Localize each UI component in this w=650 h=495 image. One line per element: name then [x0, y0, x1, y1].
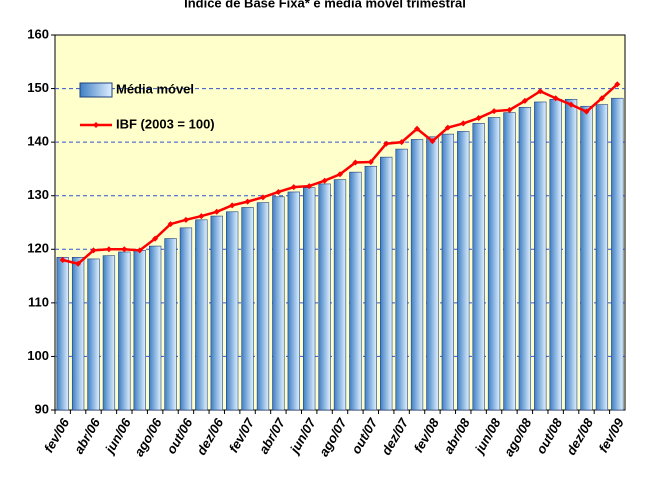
line-marker — [75, 260, 82, 267]
bar — [503, 112, 516, 411]
bar — [364, 165, 377, 411]
bar — [148, 245, 162, 411]
line-marker — [259, 194, 266, 201]
line-marker — [506, 107, 513, 113]
bar — [580, 105, 593, 411]
line-marker — [383, 140, 390, 147]
line-marker — [552, 95, 559, 102]
bar — [611, 97, 624, 411]
line-marker — [306, 183, 313, 190]
legend-marker — [93, 122, 99, 128]
line-marker — [475, 115, 482, 122]
bar — [349, 171, 362, 411]
bar — [179, 227, 193, 411]
line-marker — [229, 202, 236, 209]
line-marker — [290, 184, 297, 191]
line-marker — [90, 247, 97, 254]
line-marker — [198, 213, 205, 220]
bar — [426, 136, 439, 411]
bar — [441, 133, 454, 411]
chart-title: Índice de Base Fixa* e média móvel trime… — [184, 0, 466, 10]
line-marker — [568, 101, 575, 108]
bar — [318, 183, 331, 411]
legend-swatch — [79, 82, 113, 98]
line-marker — [136, 247, 143, 254]
y-tick-label: 130 — [27, 187, 49, 202]
bar — [534, 101, 547, 411]
bar — [549, 98, 562, 411]
line-marker — [152, 235, 159, 242]
line-marker — [429, 138, 436, 145]
line-marker — [614, 81, 621, 88]
y-tick-label: 120 — [27, 241, 49, 256]
line-marker — [367, 158, 374, 165]
line-marker — [337, 171, 343, 178]
bar — [333, 179, 347, 411]
line-marker — [321, 177, 328, 184]
y-tick-label: 100 — [27, 348, 49, 363]
bar — [56, 257, 69, 411]
line-marker — [398, 139, 405, 146]
bar — [256, 202, 270, 411]
line-marker — [537, 88, 544, 95]
bar — [226, 211, 239, 411]
line-marker — [105, 246, 112, 253]
bar — [133, 250, 146, 411]
bar — [71, 257, 85, 411]
line-marker — [167, 221, 174, 228]
line-marker — [583, 108, 590, 115]
bar — [195, 219, 208, 411]
line-marker — [521, 97, 528, 104]
bar — [472, 123, 485, 411]
bar — [595, 104, 609, 411]
bar — [272, 196, 285, 411]
bar — [210, 215, 223, 411]
line-marker — [121, 246, 128, 253]
line-marker — [491, 108, 498, 115]
bar — [87, 258, 100, 411]
line-marker — [460, 120, 467, 127]
line-marker — [598, 95, 605, 102]
legend-label: IBF (2003 = 100) — [116, 116, 215, 131]
y-tick-label: 140 — [27, 134, 49, 149]
y-tick-label: 160 — [27, 26, 49, 41]
bar — [410, 139, 424, 411]
line-marker — [352, 159, 359, 166]
bar — [564, 98, 578, 411]
y-tick-label: 90 — [35, 401, 49, 416]
bar — [518, 107, 532, 411]
bar — [118, 251, 131, 411]
line-marker — [444, 124, 451, 131]
bar — [241, 207, 254, 411]
bar — [487, 117, 501, 411]
bar — [395, 148, 408, 411]
legend-label: Média móvel — [116, 81, 194, 96]
bar — [303, 187, 316, 411]
y-tick-label: 110 — [28, 294, 49, 309]
bar — [164, 238, 177, 411]
line-marker — [182, 216, 189, 223]
line-marker — [213, 208, 220, 215]
bar — [380, 156, 393, 411]
line-marker — [244, 198, 251, 205]
bar — [287, 191, 300, 411]
line-marker — [275, 188, 282, 195]
bar — [102, 255, 116, 411]
line-marker — [414, 125, 421, 132]
line-marker — [59, 257, 66, 263]
bar — [457, 131, 470, 411]
y-tick-label: 150 — [27, 80, 49, 95]
